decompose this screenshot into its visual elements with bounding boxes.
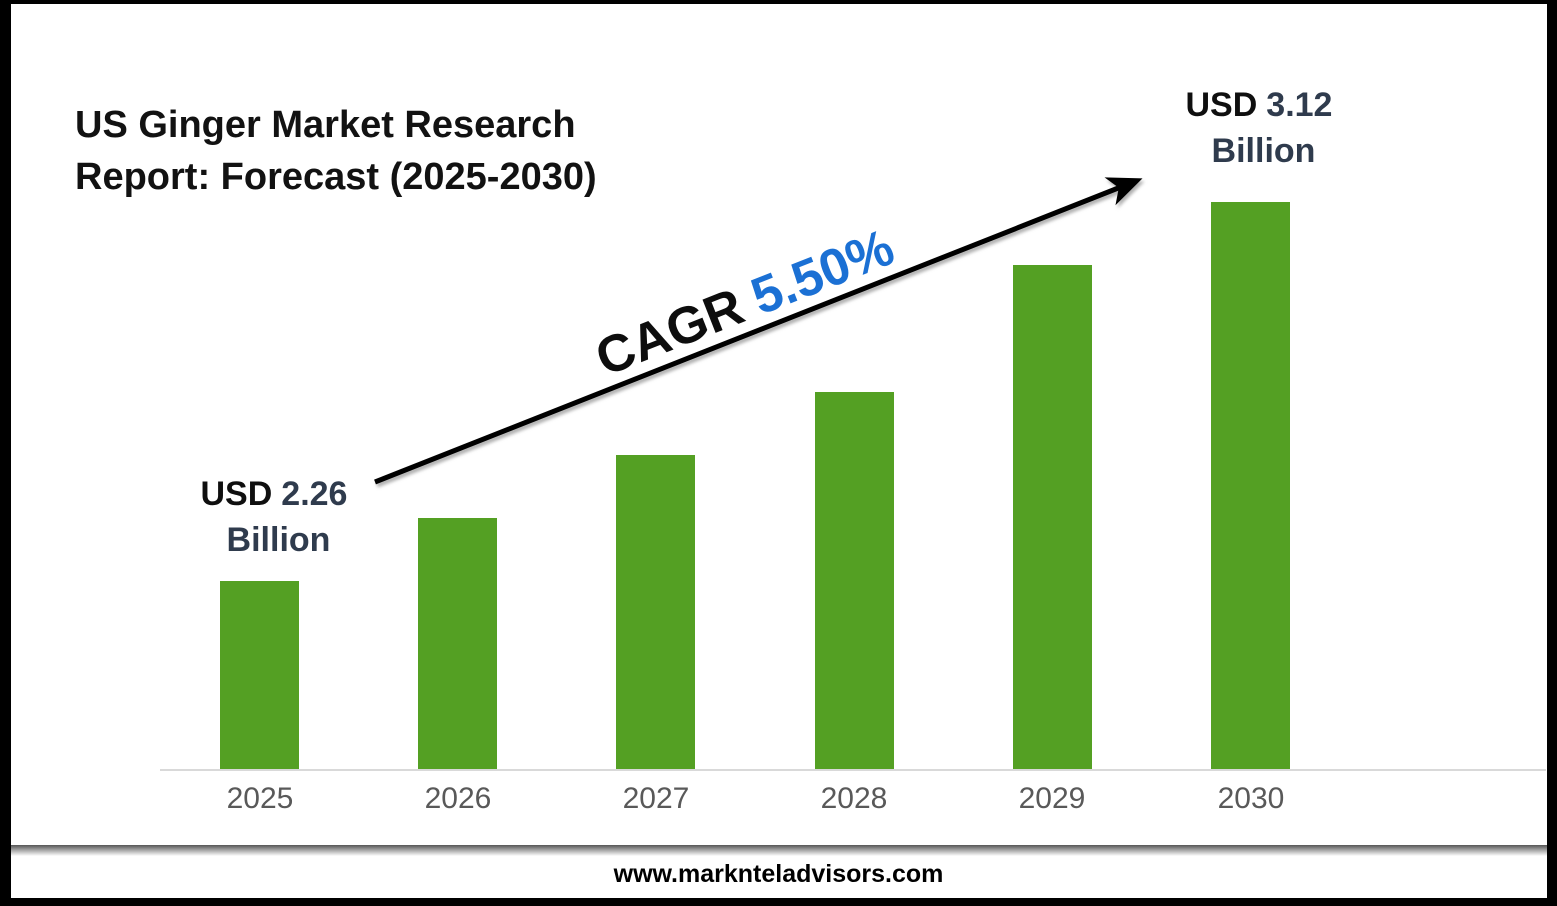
bar-2025 xyxy=(220,581,299,770)
bar-2026 xyxy=(418,518,497,770)
cagr-value: 5.50% xyxy=(743,218,902,327)
x-tick-2028: 2028 xyxy=(820,782,888,815)
x-tick-2026: 2026 xyxy=(424,782,492,815)
footer-website: www.marknteladvisors.com xyxy=(613,860,944,888)
x-tick-2030: 2030 xyxy=(1217,782,1285,815)
bar-2030 xyxy=(1211,202,1290,770)
value-label-2030-unit: Billion xyxy=(1211,132,1316,170)
value-label-2025-unit: Billion xyxy=(226,521,331,559)
bar-2027 xyxy=(616,455,695,770)
value-label-2030-line1: USD 3.12 xyxy=(1185,86,1333,124)
x-tick-2027: 2027 xyxy=(622,782,690,815)
x-tick-2029: 2029 xyxy=(1018,782,1086,815)
bar-2029 xyxy=(1013,265,1092,770)
footer-divider xyxy=(11,845,1547,856)
bar-2028 xyxy=(815,392,894,770)
x-axis-line xyxy=(160,769,1546,771)
value-label-2025-line1: USD 2.26 xyxy=(200,475,348,513)
value-label-2025: USD 2.26 Billion xyxy=(162,471,386,563)
value-label-2030: USD 3.12 Billion xyxy=(1147,82,1371,174)
cagr-label: CAGR xyxy=(588,277,752,388)
x-tick-2025: 2025 xyxy=(226,782,294,815)
chart-title: US Ginger Market Research Report: Foreca… xyxy=(75,104,597,198)
